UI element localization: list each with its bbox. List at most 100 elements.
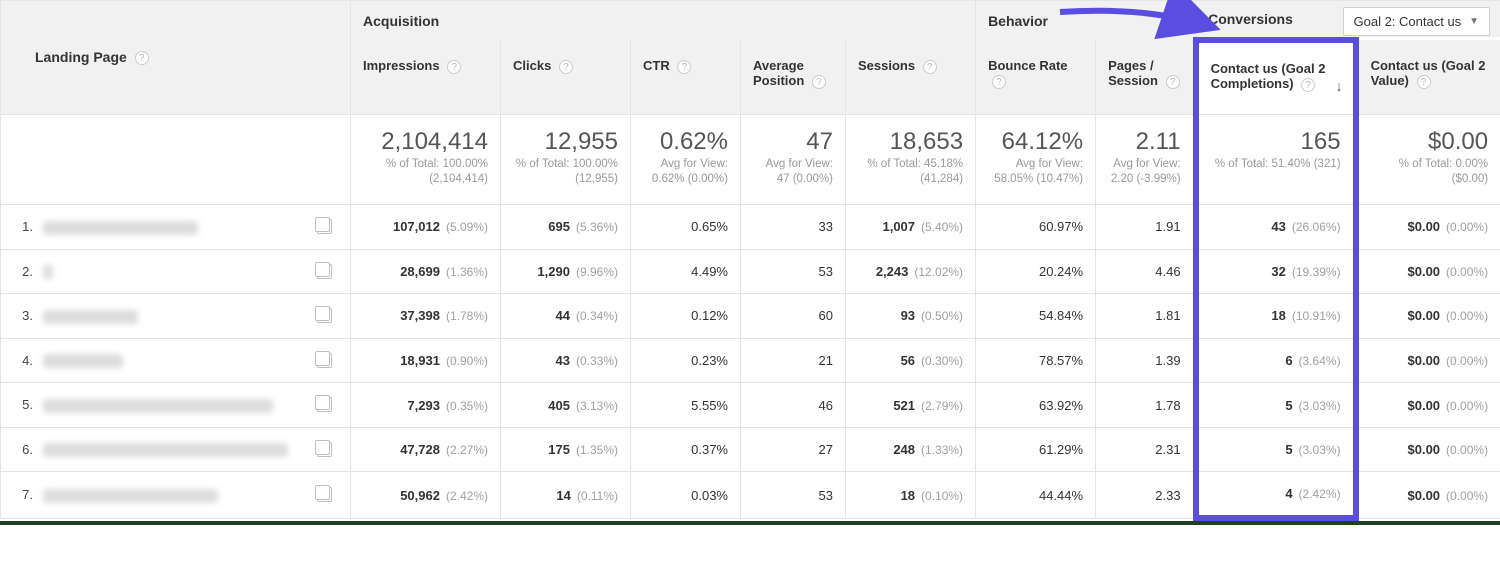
goal-selector[interactable]: Goal 2: Contact us ▼ <box>1343 7 1491 36</box>
cell-pos: 53 <box>741 249 846 294</box>
help-icon[interactable]: ? <box>1417 75 1431 89</box>
cell-pos: 46 <box>741 383 846 428</box>
cell-impressions: 47,728(2.27%) <box>351 427 501 472</box>
group-acquisition: Acquisition <box>351 1 976 41</box>
help-icon[interactable]: ? <box>559 60 573 74</box>
open-external-icon[interactable] <box>317 264 332 279</box>
cell-impressions: 107,012(5.09%) <box>351 204 501 249</box>
chevron-down-icon: ▼ <box>1469 16 1479 27</box>
row-number: 6. <box>15 442 33 457</box>
cell-value: $0.00(0.00%) <box>1356 204 1500 249</box>
cell-pps: 1.78 <box>1096 383 1196 428</box>
landing-page-cell[interactable]: 5. <box>1 383 351 428</box>
table-row[interactable]: 3.37,398(1.78%)44(0.34%)0.12%6093(0.50%)… <box>1 294 1500 339</box>
cell-impressions: 28,699(1.36%) <box>351 249 501 294</box>
cell-impressions: 37,398(1.78%) <box>351 294 501 339</box>
table-row[interactable]: 2.28,699(1.36%)1,290(9.96%)4.49%532,243(… <box>1 249 1500 294</box>
table-row[interactable]: 4.18,931(0.90%)43(0.33%)0.23%2156(0.30%)… <box>1 338 1500 383</box>
cell-goal: 43(26.06%) <box>1196 204 1356 249</box>
help-icon[interactable]: ? <box>1301 78 1315 92</box>
cell-goal: 6(3.64%) <box>1196 338 1356 383</box>
redacted-url <box>43 221 198 235</box>
open-external-icon[interactable] <box>317 219 332 234</box>
cell-value: $0.00(0.00%) <box>1356 383 1500 428</box>
bottom-accent-bar <box>0 521 1500 525</box>
landing-page-cell[interactable]: 4. <box>1 338 351 383</box>
landing-page-cell[interactable]: 3. <box>1 294 351 339</box>
cell-ctr: 0.65% <box>631 204 741 249</box>
table-row[interactable]: 1.107,012(5.09%)695(5.36%)0.65%331,007(5… <box>1 204 1500 249</box>
open-external-icon[interactable] <box>317 397 332 412</box>
cell-pps: 2.33 <box>1096 472 1196 519</box>
help-icon[interactable]: ? <box>1166 75 1180 89</box>
redacted-url <box>43 399 273 413</box>
help-icon[interactable]: ? <box>992 75 1006 89</box>
cell-bounce: 63.92% <box>976 383 1096 428</box>
open-external-icon[interactable] <box>317 487 332 502</box>
open-external-icon[interactable] <box>317 442 332 457</box>
help-icon[interactable]: ? <box>923 60 937 74</box>
redacted-url <box>43 265 53 279</box>
col-clicks[interactable]: Clicks ? <box>501 40 631 114</box>
cell-pos: 21 <box>741 338 846 383</box>
row-number: 2. <box>15 264 33 279</box>
col-pages-session[interactable]: Pages / Session ? <box>1096 40 1196 114</box>
table-row[interactable]: 6.47,728(2.27%)175(1.35%)0.37%27248(1.33… <box>1 427 1500 472</box>
summary-pps: 2.11Avg for View: 2.20 (-3.99%) <box>1096 114 1196 204</box>
col-impressions[interactable]: Impressions ? <box>351 40 501 114</box>
cell-bounce: 78.57% <box>976 338 1096 383</box>
row-number: 5. <box>15 397 33 412</box>
summary-ctr: 0.62%Avg for View: 0.62% (0.00%) <box>631 114 741 204</box>
cell-goal: 5(3.03%) <box>1196 427 1356 472</box>
redacted-url <box>43 310 138 324</box>
help-icon[interactable]: ? <box>135 51 149 65</box>
open-external-icon[interactable] <box>317 353 332 368</box>
cell-ctr: 4.49% <box>631 249 741 294</box>
landing-page-cell[interactable]: 6. <box>1 427 351 472</box>
col-landing-page[interactable]: Landing Page ? <box>1 1 351 115</box>
cell-bounce: 44.44% <box>976 472 1096 519</box>
table-row[interactable]: 7.50,962(2.42%)14(0.11%)0.03%5318(0.10%)… <box>1 472 1500 519</box>
col-bounce-rate[interactable]: Bounce Rate ? <box>976 40 1096 114</box>
cell-clicks: 43(0.33%) <box>501 338 631 383</box>
cell-impressions: 50,962(2.42%) <box>351 472 501 519</box>
redacted-url <box>43 489 218 503</box>
col-ctr[interactable]: CTR ? <box>631 40 741 114</box>
row-number: 4. <box>15 353 33 368</box>
col-goal-completions[interactable]: Contact us (Goal 2 Completions) ? ↓ <box>1196 40 1356 114</box>
col-avg-position[interactable]: Average Position ? <box>741 40 846 114</box>
cell-pps: 1.81 <box>1096 294 1196 339</box>
cell-sessions: 2,243(12.02%) <box>846 249 976 294</box>
cell-clicks: 44(0.34%) <box>501 294 631 339</box>
row-number: 7. <box>15 487 33 502</box>
open-external-icon[interactable] <box>317 308 332 323</box>
cell-value: $0.00(0.00%) <box>1356 249 1500 294</box>
cell-goal: 4(2.42%) <box>1196 472 1356 519</box>
landing-page-cell[interactable]: 2. <box>1 249 351 294</box>
row-number: 3. <box>15 308 33 323</box>
cell-pps: 4.46 <box>1096 249 1196 294</box>
cell-bounce: 54.84% <box>976 294 1096 339</box>
help-icon[interactable]: ? <box>677 60 691 74</box>
cell-ctr: 0.12% <box>631 294 741 339</box>
col-goal-value[interactable]: Contact us (Goal 2 Value) ? <box>1356 40 1500 114</box>
cell-pps: 1.91 <box>1096 204 1196 249</box>
col-sessions[interactable]: Sessions ? <box>846 40 976 114</box>
landing-page-cell[interactable]: 7. <box>1 472 351 519</box>
cell-sessions: 18(0.10%) <box>846 472 976 519</box>
summary-impressions: 2,104,414% of Total: 100.00% (2,104,414) <box>351 114 501 204</box>
landing-page-cell[interactable]: 1. <box>1 204 351 249</box>
help-icon[interactable]: ? <box>812 75 826 89</box>
cell-clicks: 405(3.13%) <box>501 383 631 428</box>
help-icon[interactable]: ? <box>447 60 461 74</box>
cell-sessions: 93(0.50%) <box>846 294 976 339</box>
cell-bounce: 61.29% <box>976 427 1096 472</box>
cell-value: $0.00(0.00%) <box>1356 338 1500 383</box>
row-number: 1. <box>15 219 33 234</box>
table-row[interactable]: 5.7,293(0.35%)405(3.13%)5.55%46521(2.79%… <box>1 383 1500 428</box>
cell-ctr: 0.37% <box>631 427 741 472</box>
cell-pps: 2.31 <box>1096 427 1196 472</box>
cell-sessions: 248(1.33%) <box>846 427 976 472</box>
cell-impressions: 7,293(0.35%) <box>351 383 501 428</box>
cell-goal: 32(19.39%) <box>1196 249 1356 294</box>
